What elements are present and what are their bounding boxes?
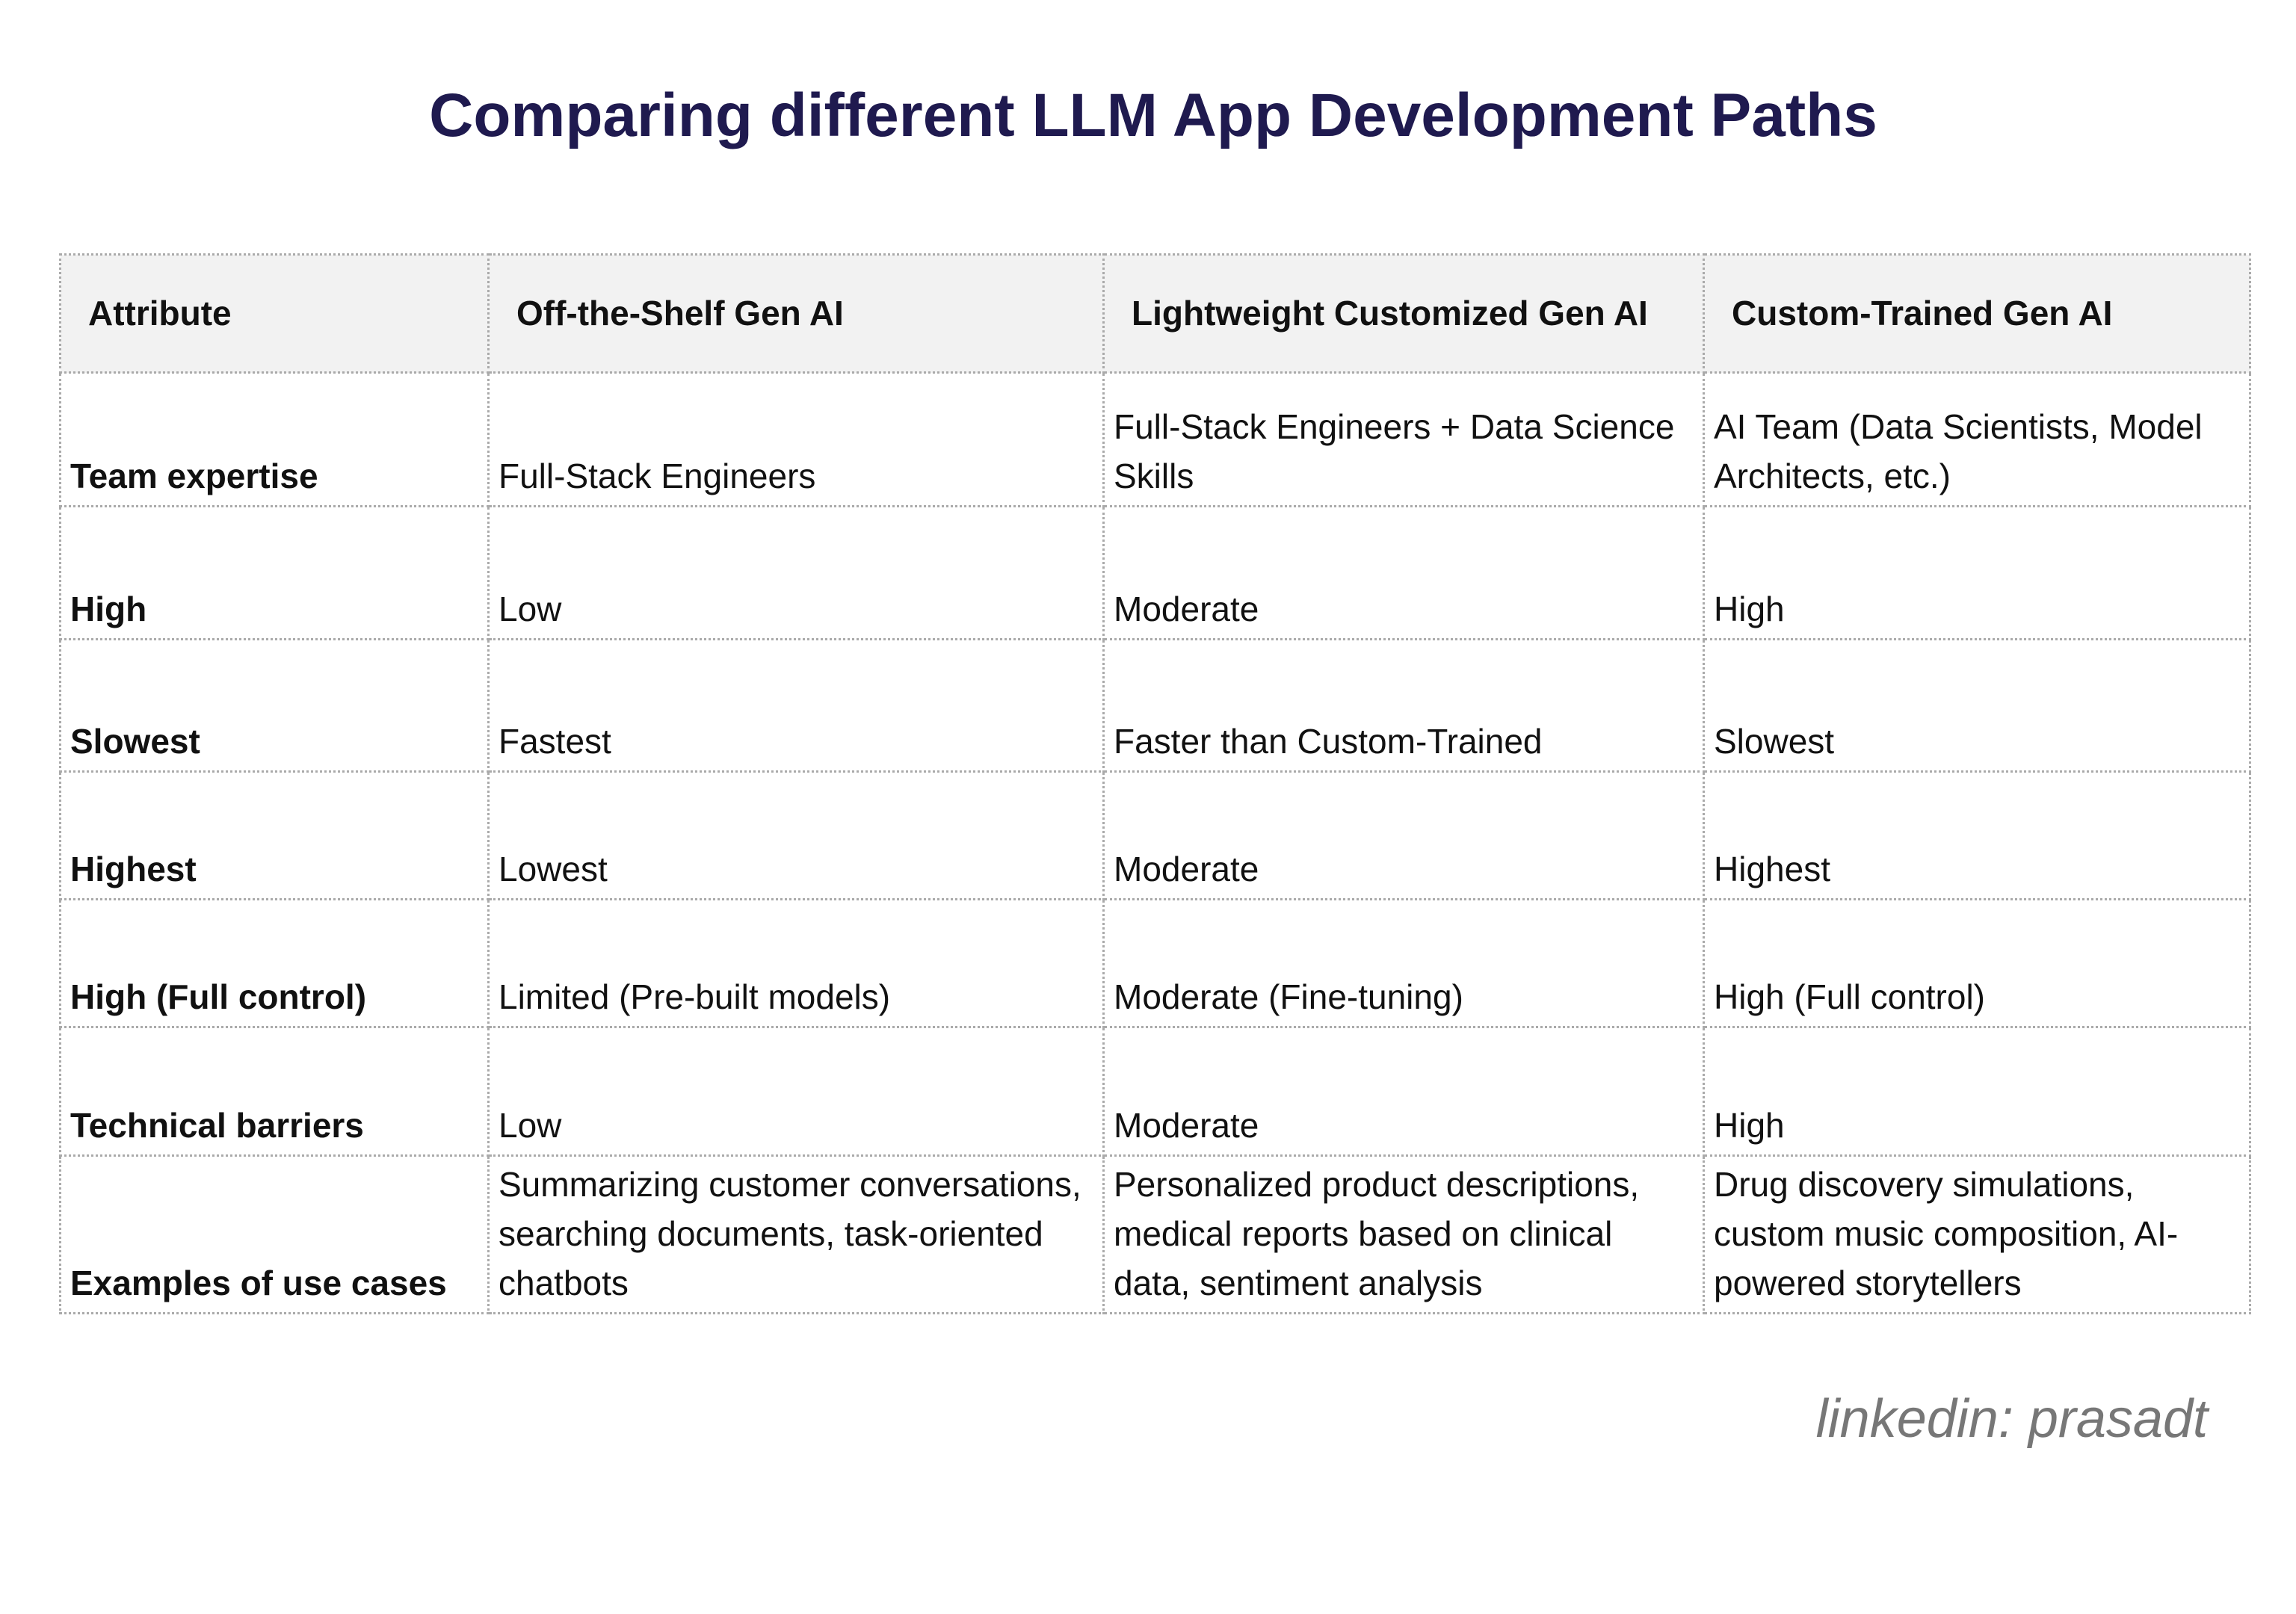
column-header: Lightweight Customized Gen AI	[1102, 253, 1705, 374]
table-row: Slowest Fastest Faster than Custom-Trained…	[59, 638, 2251, 773]
row-label: Slowest	[59, 638, 490, 773]
table-cell: Full-Stack Engineers	[487, 371, 1105, 507]
table-cell: Moderate	[1102, 770, 1705, 900]
table-cell: Moderate	[1102, 1026, 1705, 1157]
table-cell: Faster than Custom-Trained	[1102, 638, 1705, 773]
table-cell: Limited (Pre-built models)	[487, 898, 1105, 1028]
table-cell: High (Full control)	[1703, 898, 2251, 1028]
row-label: Examples of use cases	[59, 1154, 490, 1314]
row-label: High (Full control)	[59, 898, 490, 1028]
column-header: Custom-Trained Gen AI	[1703, 253, 2251, 374]
table-cell: Slowest	[1703, 638, 2251, 773]
column-header: Off-the-Shelf Gen AI	[487, 253, 1105, 374]
table-cell: Highest	[1703, 770, 2251, 900]
comparison-table: Attribute Off-the-Shelf Gen AI Lightweight…	[59, 253, 2251, 1314]
row-label: High	[59, 505, 490, 640]
table-cell: High	[1703, 505, 2251, 640]
table-cell: Fastest	[487, 638, 1105, 773]
table-cell: Low	[487, 1026, 1105, 1157]
table-row: High (Full control) Limited (Pre-built mo…	[59, 898, 2251, 1028]
table-cell: Low	[487, 505, 1105, 640]
table-cell: Drug discovery simulations, custom music…	[1703, 1154, 2251, 1314]
table-cell: AI Team (Data Scientists, Model Architec…	[1703, 371, 2251, 507]
page-title: Comparing different LLM App Development …	[429, 81, 1877, 149]
table-row: High Low Moderate High	[59, 505, 2251, 640]
table-cell: Personalized product descriptions, medic…	[1102, 1154, 1705, 1314]
table-row: Technical barriers Low Moderate High	[59, 1026, 2251, 1157]
table-row: Highest Lowest Moderate Highest	[59, 770, 2251, 900]
column-header: Attribute	[59, 253, 490, 374]
row-label: Highest	[59, 770, 490, 900]
row-label: Technical barriers	[59, 1026, 490, 1157]
table-cell: Moderate (Fine-tuning)	[1102, 898, 1705, 1028]
table-cell: High	[1703, 1026, 2251, 1157]
header-row: Attribute Off-the-Shelf Gen AI Lightweight…	[59, 253, 2251, 374]
table-cell: Full-Stack Engineers + Data Science Skil…	[1102, 371, 1705, 507]
table-body: Team expertise Full-Stack Engineers Full-S…	[59, 371, 2251, 1314]
table-cell: Moderate	[1102, 505, 1705, 640]
table-cell: Lowest	[487, 770, 1105, 900]
table-cell: Summarizing customer conversations, sear…	[487, 1154, 1105, 1314]
credit: linkedin: prasadt	[1815, 1389, 2208, 1449]
row-label: Team expertise	[59, 371, 490, 507]
table-row: Examples of use cases Summarizing custome…	[59, 1154, 2251, 1314]
table-row: Team expertise Full-Stack Engineers Full-S…	[59, 371, 2251, 507]
